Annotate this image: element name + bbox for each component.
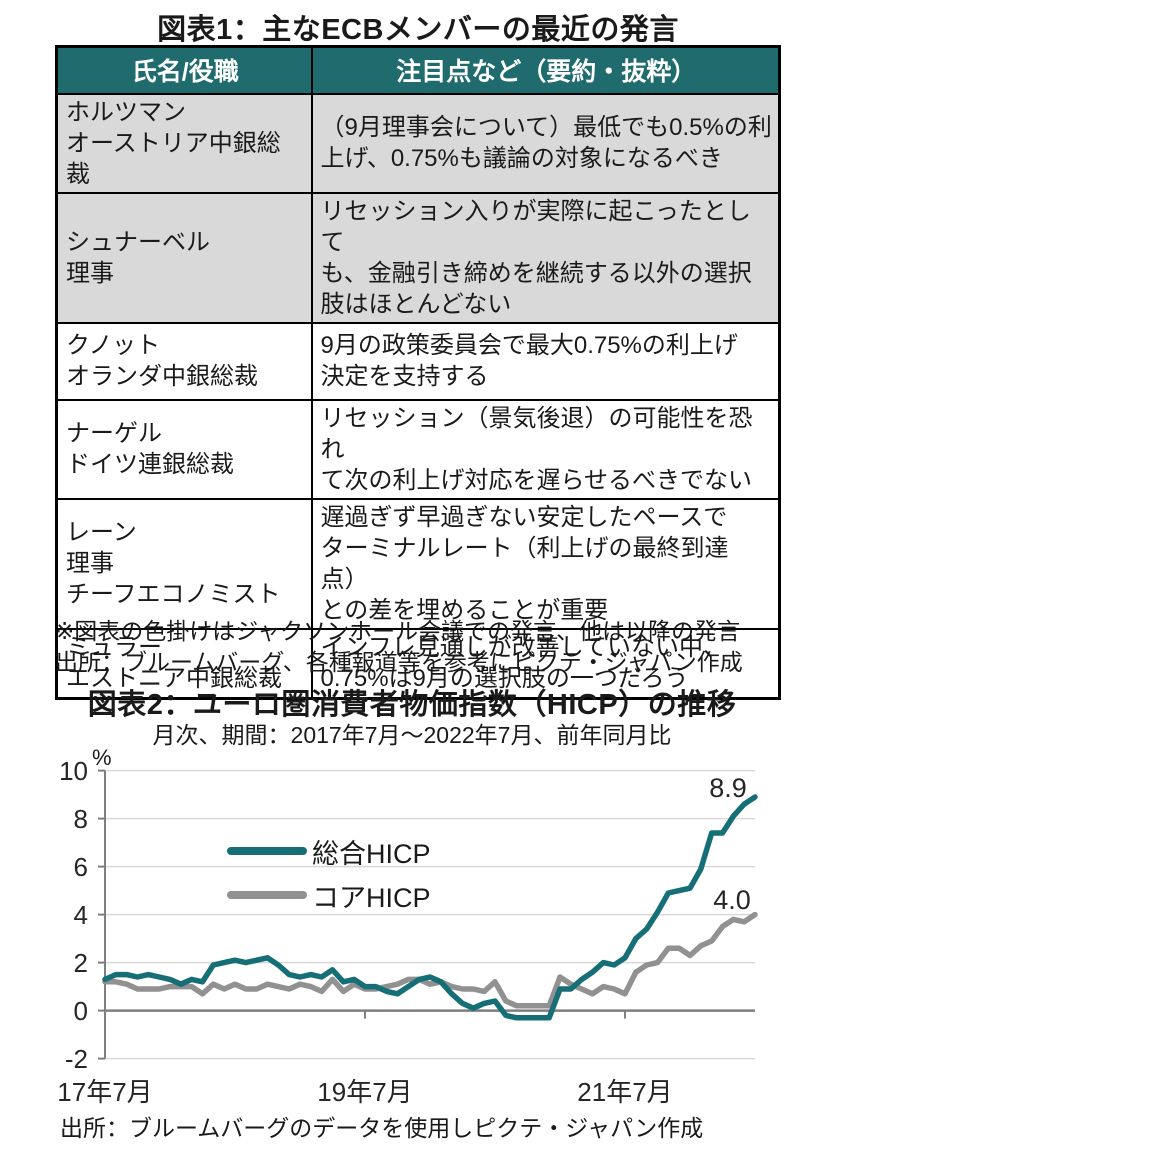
y-tick-label: 4 bbox=[73, 899, 88, 930]
table-row: ナーゲル ドイツ連銀総裁 リセッション（景気後退）の可能性を恐れ て次の利上げ対… bbox=[55, 398, 781, 500]
member-name-cell: ホルツマン オーストリア中銀総裁 bbox=[55, 92, 313, 194]
chart-legend: 総合HICP コアHICP bbox=[227, 829, 431, 917]
table-header-name: 氏名/役職 bbox=[55, 45, 313, 95]
legend-item-headline-hicp: 総合HICP bbox=[227, 829, 431, 873]
member-statement-cell: 9月の政策委員会で最大0.75%の利上げ 決定を支持する bbox=[310, 321, 781, 401]
hicp-chart: % 総合HICP コアHICP 8.9 4.0 出所：ブルームバーグのデータを使… bbox=[0, 745, 1152, 1165]
fig2-source: 出所：ブルームバーグのデータを使用しピクテ・ジャパン作成 bbox=[60, 1115, 704, 1141]
ecb-statements-table: 氏名/役職 注目点など（要約・抜粋） ホルツマン オーストリア中銀総裁 （9月理… bbox=[55, 45, 781, 700]
member-statement-cell: リセッション入りが実際に起こったとして も、金融引き締めを継続する以外の選択 肢… bbox=[310, 191, 781, 324]
headline_hicp-line bbox=[102, 794, 758, 1021]
y-tick-label: 8 bbox=[73, 803, 88, 834]
y-tick-label: 0 bbox=[73, 995, 88, 1026]
legend-item-core-hicp: コアHICP bbox=[227, 873, 431, 917]
core-hicp-legend-line bbox=[227, 891, 307, 899]
y-tick-label: 6 bbox=[73, 851, 88, 882]
fig1-source: 出所：ブルームバーグ、各種報道等を参考にピクテ・ジャパン作成 bbox=[55, 649, 743, 675]
y-tick-label: -2 bbox=[64, 1043, 88, 1074]
x-tick-label: 17年7月 bbox=[57, 1077, 153, 1107]
core-hicp-legend-label: コアHICP bbox=[312, 882, 431, 913]
table-header-row: 氏名/役職 注目点など（要約・抜粋） bbox=[55, 45, 781, 95]
y-tick-label: 10 bbox=[59, 755, 88, 786]
x-tick-label: 21年7月 bbox=[577, 1077, 673, 1107]
x-tick-label: 19年7月 bbox=[317, 1077, 413, 1107]
table-header-statement: 注目点など（要約・抜粋） bbox=[310, 45, 781, 95]
fig1-note: ※図表の色掛けはジャクソンホール会議での発言、他は以降の発言 bbox=[55, 618, 741, 644]
table-row: レーン 理事 チーフエコノミスト 遅過ぎず早過ぎない安定したペースで ターミナル… bbox=[55, 497, 781, 630]
table-row: ホルツマン オーストリア中銀総裁 （9月理事会について）最低でも0.5%の利 上… bbox=[55, 92, 781, 194]
member-name-cell: ナーゲル ドイツ連銀総裁 bbox=[55, 398, 313, 500]
table-row: ミュラー エストニア中銀総裁 インフレ見通しが改善していない中、 0.75%は9… bbox=[55, 627, 781, 700]
headline-hicp-legend-label: 総合HICP bbox=[312, 838, 431, 869]
headline-hicp-legend-line bbox=[227, 847, 307, 855]
fig1-title: 図表1：主なECBメンバーの最近の発言 bbox=[157, 14, 679, 46]
fig2-subtitle: 月次、期間：2017年7月～2022年7月、前年同月比 bbox=[152, 722, 672, 748]
fig2-title: 図表2：ユーロ圏消費者物価指数（HICP）の推移 bbox=[87, 689, 737, 721]
hicp-plot-svg bbox=[98, 769, 758, 1060]
member-name-cell: ミュラー エストニア中銀総裁 bbox=[55, 627, 313, 700]
member-name-cell: シュナーベル 理事 bbox=[55, 191, 313, 324]
table-row: クノット オランダ中銀総裁 9月の政策委員会で最大0.75%の利上げ 決定を支持… bbox=[55, 321, 781, 401]
member-statement-cell: （9月理事会について）最低でも0.5%の利 上げ、0.75%も議論の対象になるべ… bbox=[310, 92, 781, 194]
y-axis-unit-label: % bbox=[92, 745, 112, 770]
table-row: シュナーベル 理事 リセッション入りが実際に起こったとして も、金融引き締めを継… bbox=[55, 191, 781, 324]
y-tick-label: 2 bbox=[73, 947, 88, 978]
member-name-cell: レーン 理事 チーフエコノミスト bbox=[55, 497, 313, 630]
member-statement-cell: リセッション（景気後退）の可能性を恐れ て次の利上げ対応を遅らせるべきでない bbox=[310, 398, 781, 500]
member-name-cell: クノット オランダ中銀総裁 bbox=[55, 321, 313, 401]
core-hicp-end-value-label: 4.0 bbox=[713, 885, 751, 915]
member-statement-cell: インフレ見通しが改善していない中、 0.75%は9月の選択肢の一つだろう bbox=[310, 627, 781, 700]
member-statement-cell: 遅過ぎず早過ぎない安定したペースで ターミナルレート（利上げの最終到達点） との… bbox=[310, 497, 781, 630]
core_hicp-line bbox=[102, 911, 758, 1009]
headline-hicp-end-value-label: 8.9 bbox=[709, 773, 747, 803]
